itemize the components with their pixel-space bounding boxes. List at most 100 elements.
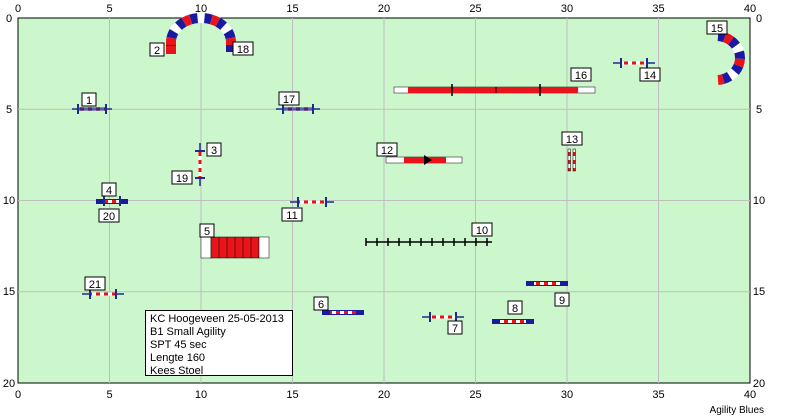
obstacle-jump-6 — [322, 310, 364, 315]
svg-text:11: 11 — [286, 210, 297, 222]
x-tick-top: 35 — [652, 3, 664, 15]
label-3: 3 — [206, 142, 222, 157]
obstacle-jump-11 — [290, 197, 334, 207]
y-axis-right: 0 5 10 15 20 — [753, 13, 765, 390]
svg-text:17: 17 — [283, 94, 295, 106]
y-tick-left: 5 — [6, 104, 12, 116]
x-tick-top: 5 — [106, 3, 112, 15]
x-tick-top: 0 — [15, 3, 21, 15]
info-length: Lengte 160 — [150, 352, 206, 364]
y-tick-right: 5 — [756, 104, 762, 116]
svg-text:12: 12 — [381, 145, 393, 157]
svg-text:3: 3 — [211, 145, 217, 157]
svg-text:7: 7 — [452, 323, 458, 335]
obstacle-jump-13 — [567, 148, 576, 172]
label-18: 18 — [232, 41, 254, 56]
y-tick-left: 15 — [3, 286, 15, 298]
x-tick-bottom: 40 — [744, 389, 756, 401]
obstacle-jump-9 — [526, 281, 568, 286]
y-tick-left: 20 — [3, 378, 15, 390]
info-spt: SPT 45 sec — [150, 339, 207, 351]
info-class: B1 Small Agility — [150, 326, 226, 338]
obstacle-seesaw-12 — [385, 155, 463, 165]
x-tick-top: 40 — [744, 3, 756, 15]
label-15: 15 — [706, 20, 728, 35]
label-6: 6 — [313, 296, 329, 311]
y-axis-left: 0 5 10 15 20 — [3, 13, 15, 390]
label-7: 7 — [447, 320, 463, 335]
x-tick-bottom: 20 — [378, 389, 390, 401]
label-1: 1 — [81, 92, 97, 107]
info-club-date: KC Hoogeveen 25-05-2013 — [150, 313, 284, 325]
label-5: 5 — [199, 223, 215, 238]
x-tick-bottom: 0 — [15, 389, 21, 401]
label-13: 13 — [561, 131, 583, 146]
y-tick-left: 10 — [3, 195, 15, 207]
svg-text:16: 16 — [575, 70, 587, 82]
y-tick-left: 0 — [6, 13, 12, 25]
x-tick-top: 10 — [195, 3, 207, 15]
svg-text:21: 21 — [89, 279, 101, 291]
label-14: 14 — [639, 67, 661, 82]
course-info-box: KC Hoogeveen 25-05-2013 B1 Small Agility… — [145, 310, 293, 377]
svg-text:14: 14 — [644, 70, 656, 82]
label-11: 11 — [281, 207, 303, 222]
x-tick-top: 15 — [286, 3, 298, 15]
label-17: 17 — [278, 91, 300, 106]
obstacle-jump-3 — [195, 143, 205, 186]
x-tick-bottom: 5 — [106, 389, 112, 401]
obstacle-labels: 1 2 3 4 5 6 7 8 9 10 11 12 13 14 15 16 1… — [81, 20, 728, 335]
y-tick-right: 10 — [753, 195, 765, 207]
x-tick-top: 25 — [469, 3, 481, 15]
label-2: 2 — [149, 42, 165, 57]
obstacle-jump-14 — [613, 58, 655, 68]
obstacle-jump-21 — [82, 289, 124, 299]
y-tick-right: 20 — [753, 378, 765, 390]
svg-text:13: 13 — [566, 134, 578, 146]
svg-text:18: 18 — [237, 44, 249, 56]
x-tick-bottom: 25 — [469, 389, 481, 401]
obstacle-jump-1 — [72, 104, 112, 114]
svg-text:15: 15 — [711, 23, 723, 35]
svg-text:20: 20 — [103, 211, 115, 223]
x-tick-bottom: 30 — [561, 389, 573, 401]
obstacle-jump-8 — [492, 319, 534, 324]
footer-brand: Agility Blues — [709, 405, 764, 416]
label-19: 19 — [171, 170, 193, 185]
svg-text:10: 10 — [476, 225, 488, 237]
obstacle-jump-17 — [276, 104, 320, 114]
svg-text:5: 5 — [204, 226, 210, 238]
svg-text:2: 2 — [154, 45, 160, 57]
label-12: 12 — [376, 142, 398, 157]
x-axis-top: 0 5 10 15 20 25 30 35 40 — [15, 3, 756, 15]
grid — [18, 18, 750, 383]
x-tick-bottom: 35 — [652, 389, 664, 401]
svg-text:6: 6 — [318, 299, 324, 311]
label-20: 20 — [98, 208, 120, 223]
label-10: 10 — [471, 222, 493, 237]
obstacle-weave-10 — [365, 238, 492, 246]
y-tick-right: 15 — [753, 286, 765, 298]
x-tick-top: 20 — [378, 3, 390, 15]
svg-text:19: 19 — [176, 173, 188, 185]
obstacle-tunnel-2 — [166, 13, 236, 54]
label-16: 16 — [570, 67, 592, 82]
x-tick-bottom: 10 — [195, 389, 207, 401]
obstacle-dogwalk-16 — [393, 84, 596, 96]
x-tick-bottom: 15 — [286, 389, 298, 401]
svg-text:4: 4 — [106, 185, 112, 197]
obstacle-jump-7 — [422, 312, 464, 322]
info-judge: Kees Stoel — [150, 365, 204, 377]
x-axis-bottom: 0 5 10 15 20 25 30 35 40 — [15, 389, 756, 401]
svg-text:1: 1 — [86, 95, 92, 107]
label-21: 21 — [84, 276, 106, 291]
label-4: 4 — [101, 182, 117, 197]
label-9: 9 — [554, 292, 570, 307]
obstacle-chute-5 — [200, 236, 270, 259]
obstacle-tunnel-15 — [717, 31, 746, 85]
svg-text:8: 8 — [512, 303, 518, 315]
svg-text:9: 9 — [559, 295, 565, 307]
y-tick-right: 0 — [756, 13, 762, 25]
obstacle-jump-4 — [96, 196, 128, 206]
